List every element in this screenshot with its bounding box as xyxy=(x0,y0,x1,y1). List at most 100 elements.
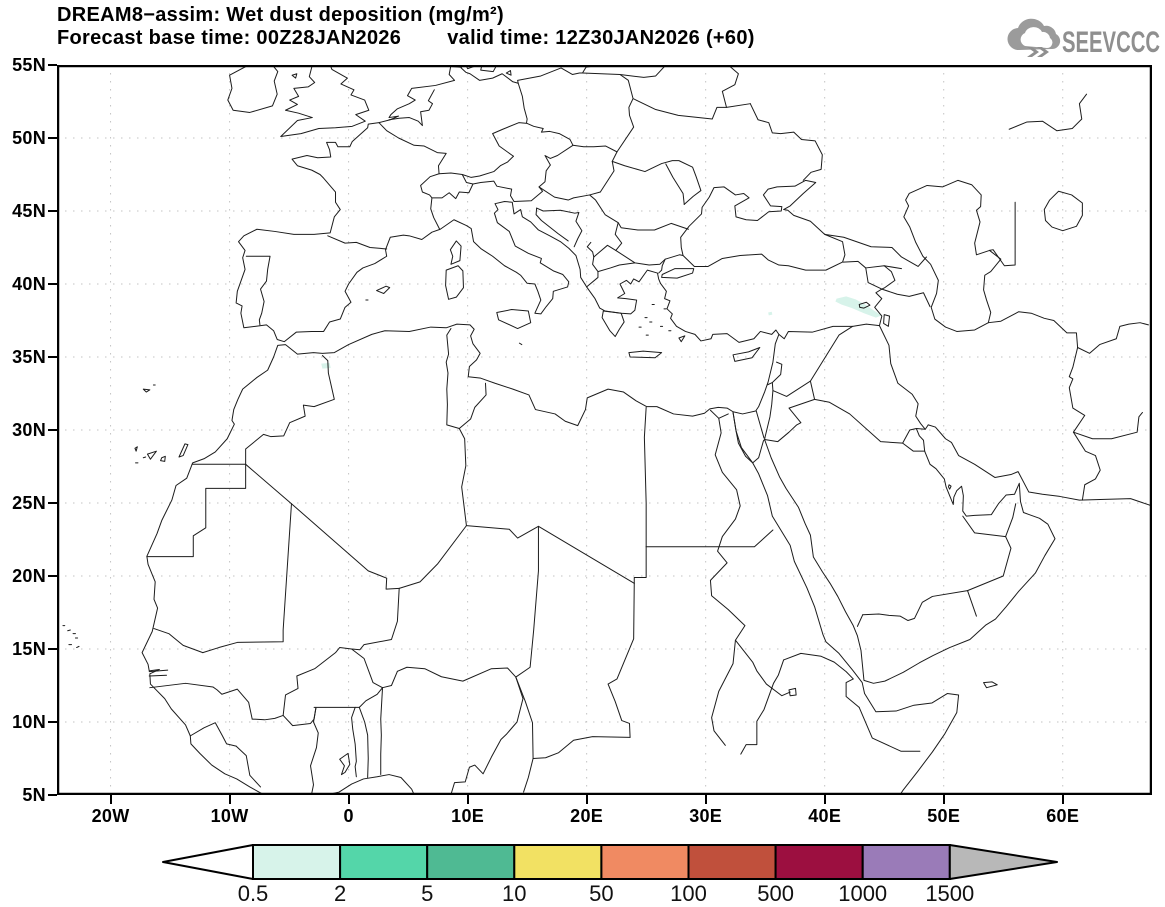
canary-lanzarote-fuerteventura xyxy=(179,444,188,457)
coast-arabia xyxy=(765,425,1055,683)
crete xyxy=(629,351,662,358)
border-jo-sa xyxy=(765,381,815,442)
lake-volta xyxy=(340,753,350,774)
coast-britain xyxy=(281,65,369,137)
border-et-er xyxy=(784,653,854,679)
border-kw-sa xyxy=(903,443,925,451)
suez-canal xyxy=(733,412,736,430)
border-bg-gr-tr xyxy=(616,250,683,265)
cape-verde-islands xyxy=(63,626,79,648)
lat-tick-45N xyxy=(48,210,57,212)
figure-title: DREAM8−assim: Wet dust deposition (mg/m²… xyxy=(57,4,504,26)
graticule xyxy=(57,65,1152,795)
colorbar-left-arrow xyxy=(162,844,254,880)
lon-tick-30E xyxy=(704,795,707,804)
nile-river xyxy=(710,418,745,745)
border-mr-ml xyxy=(203,504,292,653)
border-caucasus-ru xyxy=(825,234,927,266)
coast-west-europe xyxy=(236,65,660,342)
border-pl-sk xyxy=(573,145,617,152)
border-fr-be-de xyxy=(379,123,446,174)
border-bf-ci xyxy=(283,708,316,726)
border-ng-cm xyxy=(450,677,523,795)
colorbar-segment-2 xyxy=(339,844,429,880)
border-sd-et xyxy=(741,660,784,754)
lat-tick-10N xyxy=(48,721,57,723)
border-iq-ir xyxy=(879,326,925,430)
lat-label-40N: 40N xyxy=(12,274,46,294)
border-ml-ne xyxy=(352,588,400,649)
lat-label-55N: 55N xyxy=(12,55,46,75)
figure-subtitle: Forecast base time: 00Z28JAN2026 valid t… xyxy=(57,27,755,50)
bahrain xyxy=(948,485,951,489)
peloponnese xyxy=(602,311,624,337)
border-ne-bj xyxy=(383,671,398,687)
border-dj xyxy=(846,679,859,707)
border-ge-az xyxy=(866,266,902,269)
border-ly-sd-jog xyxy=(634,547,646,584)
border-pt-es xyxy=(246,256,270,325)
border-sn-gn xyxy=(150,683,252,719)
black-sea xyxy=(681,180,845,270)
colorbar-segment-1000 xyxy=(861,844,951,880)
border-om-sa xyxy=(968,537,1011,591)
forecast-base-time: Forecast base time: 00Z28JAN2026 xyxy=(57,27,402,49)
map-frame xyxy=(57,65,1152,795)
lat-label-10N: 10N xyxy=(12,712,46,732)
border-gambia-north xyxy=(149,670,167,671)
coast-baltic xyxy=(461,65,601,83)
border-am-az xyxy=(882,266,895,289)
lat-tick-15N xyxy=(48,648,57,650)
colorbar-segment-50 xyxy=(600,844,690,880)
border-ae-sa xyxy=(963,516,1006,536)
colorbar-segment-0.5 xyxy=(252,844,342,880)
sea-of-marmara xyxy=(662,269,694,278)
lat-label-20N: 20N xyxy=(12,566,46,586)
lon-label-20E: 20E xyxy=(570,806,604,826)
blue-nile xyxy=(735,640,790,695)
lon-label-10W: 10W xyxy=(210,806,249,826)
colorbar-segment-10 xyxy=(513,844,603,880)
border-eg-il xyxy=(756,411,764,438)
title-block: DREAM8−assim: Wet dust deposition (mg/m²… xyxy=(57,4,755,50)
lon-tick-10E xyxy=(466,795,469,804)
cloud-icon xyxy=(1007,18,1061,57)
border-gn-sl-lr xyxy=(190,723,236,746)
border-czech-slovakia xyxy=(493,123,573,165)
deposition-patch-turkey-speck xyxy=(768,311,773,316)
colorbar-label-2: 2 xyxy=(334,881,346,906)
lon-label-50E: 50E xyxy=(927,806,961,826)
border-dz-ne xyxy=(399,526,466,589)
coast-iran-makran xyxy=(928,425,1152,506)
border-be-nl-de xyxy=(389,90,434,126)
geography-layer xyxy=(63,65,1152,795)
border-switzerland xyxy=(421,173,473,199)
seevccc-logo: SEEVCCC xyxy=(1005,16,1163,69)
lat-tick-5N xyxy=(48,794,57,796)
corsica xyxy=(450,241,461,264)
caspian-sea xyxy=(904,180,1001,331)
border-by-ru xyxy=(722,65,738,107)
border-bj-ng xyxy=(381,688,383,775)
border-ye-coastward xyxy=(857,615,862,627)
canary-tenerife xyxy=(147,451,156,459)
border-hu-ro-ua xyxy=(600,152,617,192)
lat-label-35N: 35N xyxy=(12,347,46,367)
lat-tick-35N xyxy=(48,356,57,358)
colorbar-label-10: 10 xyxy=(502,881,526,906)
border-bf-ml xyxy=(283,648,351,716)
border-lb-sy xyxy=(768,362,782,385)
border-tn-dz xyxy=(446,329,459,429)
lon-label-40E: 40E xyxy=(808,806,842,826)
border-si-hr xyxy=(514,187,543,202)
socotra xyxy=(984,682,998,688)
colorbar-label-5: 5 xyxy=(421,881,433,906)
border-sy-iq xyxy=(810,326,852,381)
lon-tick-20E xyxy=(585,795,588,804)
lon-label-0: 0 xyxy=(343,806,354,826)
valid-time: valid time: 12Z30JAN2026 (+60) xyxy=(447,27,755,49)
border-fr-it xyxy=(431,198,440,229)
border-tg-bj xyxy=(359,707,368,777)
border-at-hu xyxy=(539,165,550,187)
